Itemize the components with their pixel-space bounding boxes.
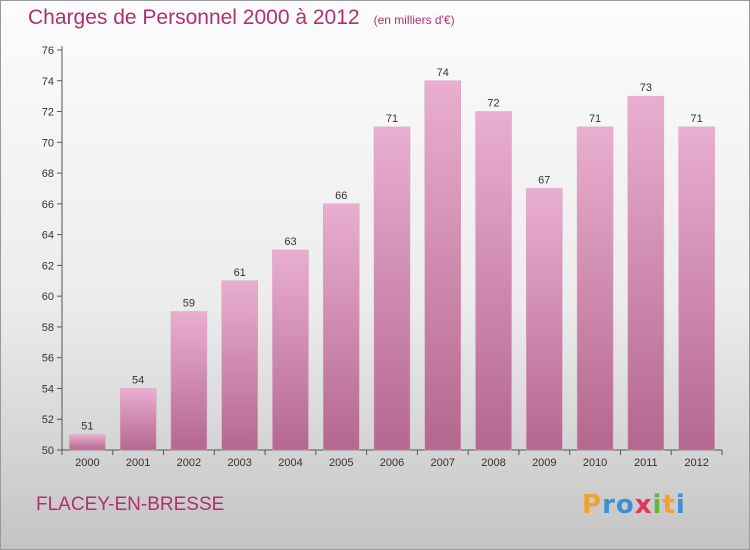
y-tick-label: 56 [42, 353, 54, 365]
bar [576, 126, 614, 451]
bar [475, 111, 512, 451]
logo-letter: t [662, 490, 676, 520]
data-label: 63 [284, 236, 296, 248]
title-text: Charges de Personnel 2000 à 2012 [28, 6, 360, 29]
data-label: 61 [234, 267, 246, 279]
x-tick-label: 2012 [684, 457, 708, 469]
data-label: 66 [335, 190, 347, 202]
data-labels: 51 54 59 61 63 66 71 74 72 67 71 73 71 [81, 67, 702, 433]
y-tick-label: 68 [42, 168, 54, 180]
x-tick-label: 2005 [329, 457, 353, 469]
chart-title: Charges de Personnel 2000 à 2012 (en mill… [28, 6, 455, 30]
place-name: FLACEY-EN-BRESSE [36, 494, 225, 515]
y-tick-label: 58 [42, 322, 54, 334]
logo-letter: i [675, 490, 686, 520]
bar [272, 249, 309, 451]
x-tick-label: 2011 [634, 457, 658, 469]
data-label: 59 [183, 298, 195, 310]
y-tick-label: 74 [42, 76, 54, 88]
data-label: 72 [487, 98, 499, 110]
x-tick-label: 2003 [227, 457, 251, 469]
data-label: 51 [81, 421, 93, 433]
y-tick-label: 54 [42, 383, 54, 395]
y-tick-label: 50 [42, 445, 54, 457]
bar [69, 434, 106, 451]
logo-letter: x [634, 490, 653, 520]
chart-subtitle: (en milliers d'€) [373, 13, 455, 27]
y-tick-label: 64 [42, 230, 54, 242]
logo-letter: r [602, 490, 616, 520]
data-label: 73 [640, 82, 652, 94]
data-label: 54 [132, 374, 144, 386]
x-tick-label: 2009 [532, 457, 556, 469]
x-axis: 2000 2001 2002 2003 2004 2005 2006 2007 2008 2009… [61, 449, 723, 469]
bar [322, 203, 360, 451]
y-tick-label: 70 [42, 137, 54, 149]
y-tick-label: 52 [42, 414, 54, 426]
data-label: 71 [589, 113, 601, 125]
x-tick-label: 2001 [126, 457, 150, 469]
x-tick-label: 2002 [177, 457, 201, 469]
bar [119, 388, 157, 451]
bar [221, 280, 258, 451]
y-tick-label: 60 [42, 291, 54, 303]
bar [170, 311, 208, 451]
x-tick-label: 2008 [481, 457, 505, 469]
data-label: 67 [538, 174, 550, 186]
y-axis: 50 52 54 56 58 60 62 64 66 68 70 72 74 76 [42, 45, 63, 457]
logo-letter: P [582, 490, 603, 520]
x-tick-label: 2006 [380, 457, 404, 469]
data-label: 71 [386, 113, 398, 125]
x-tick-label: 2010 [583, 457, 607, 469]
bar [424, 80, 462, 451]
y-tick-label: 72 [42, 107, 54, 119]
proxiti-logo: Proxiti [582, 490, 686, 520]
x-tick-label: 2000 [75, 457, 99, 469]
x-tick-label: 2007 [431, 457, 455, 469]
x-tick-label: 2004 [278, 457, 302, 469]
y-tick-label: 76 [42, 45, 54, 57]
logo-letter: o [615, 490, 635, 520]
data-label: 71 [690, 113, 702, 125]
y-tick-label: 62 [42, 260, 54, 272]
bar [627, 95, 665, 451]
bar [678, 126, 715, 451]
logo-letter: i [652, 490, 663, 520]
data-label: 74 [437, 67, 449, 79]
bar [373, 126, 411, 451]
bars [69, 80, 715, 451]
y-tick-label: 66 [42, 199, 54, 211]
bar [526, 188, 563, 451]
